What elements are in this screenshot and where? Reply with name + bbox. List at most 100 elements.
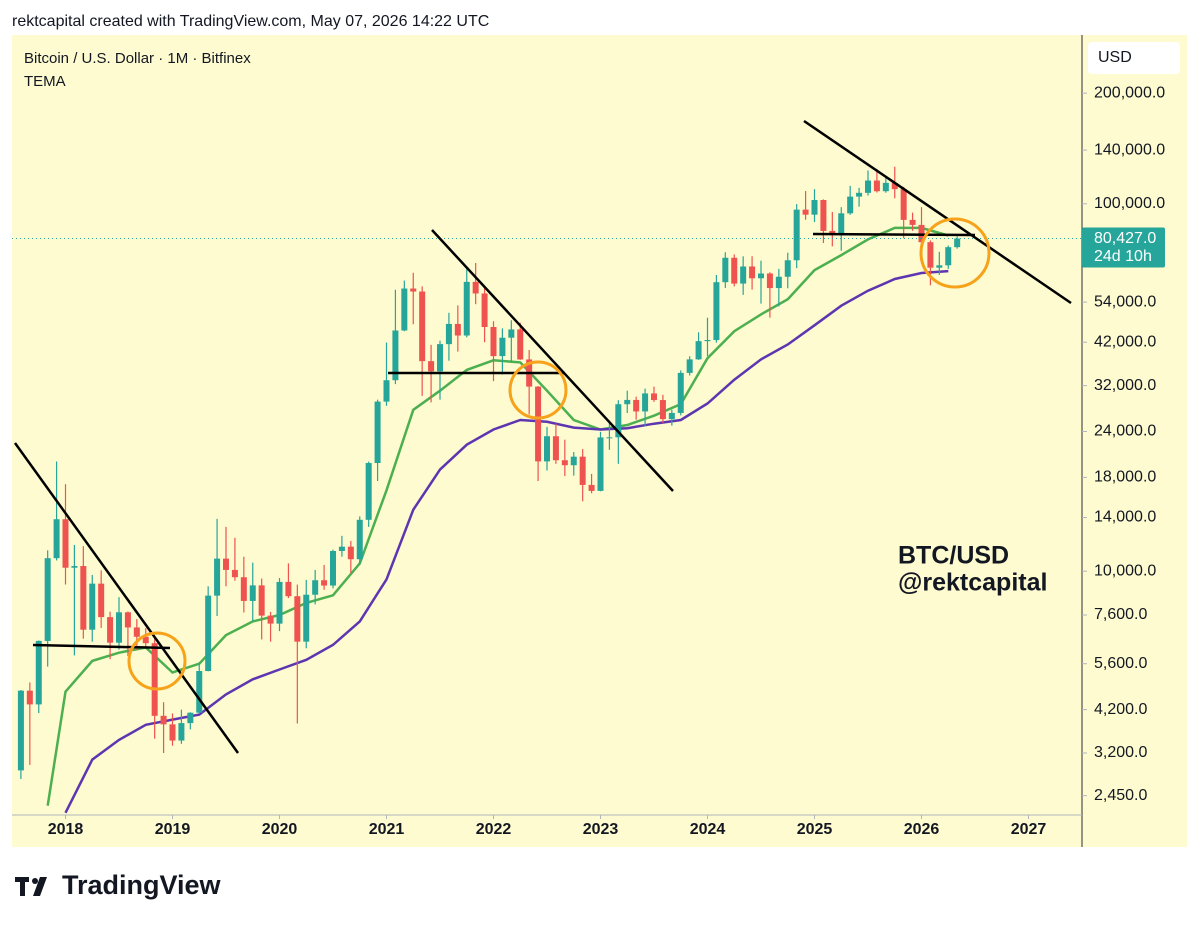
- candle-body: [187, 712, 194, 724]
- candle-body: [758, 273, 764, 279]
- candle-body: [606, 437, 613, 439]
- candle-body: [900, 189, 907, 220]
- candle-body: [205, 595, 212, 672]
- candle-body: [633, 399, 640, 412]
- candle-body: [330, 550, 336, 586]
- y-tick-label: 5,600.0: [1094, 655, 1147, 672]
- x-tick-label: 2020: [262, 821, 298, 838]
- candle-body: [731, 257, 738, 284]
- candle-body: [410, 288, 417, 292]
- y-tick-label: 3,200.0: [1094, 744, 1147, 761]
- candle-body: [374, 401, 381, 464]
- trendline: [431, 229, 674, 492]
- candle-body: [231, 569, 238, 578]
- candle-body: [793, 209, 800, 261]
- candle-body: [35, 640, 42, 705]
- last-price-box: [1082, 227, 1165, 268]
- y-tick-label: 18,000.0: [1094, 469, 1156, 486]
- candle-body: [535, 386, 542, 462]
- x-tick-label: 2026: [904, 821, 940, 838]
- y-tick-label: 7,600.0: [1094, 606, 1147, 623]
- candle-body: [419, 291, 426, 362]
- plot-area: [12, 166, 1082, 814]
- candle-body: [677, 372, 684, 413]
- candle-body: [722, 257, 729, 283]
- trendline: [13, 442, 240, 754]
- candle-body: [945, 247, 952, 266]
- candle-body: [544, 436, 550, 462]
- candle-body: [579, 456, 586, 485]
- candle-body: [223, 558, 229, 570]
- logo: TradingView: [15, 870, 222, 900]
- candle-body: [356, 519, 363, 560]
- candle-body: [820, 200, 827, 231]
- support-line: [32, 643, 171, 650]
- candle-body: [588, 484, 595, 491]
- watermark: BTC/USD: [898, 542, 1009, 570]
- candle-body: [151, 643, 158, 716]
- x-tick-label: 2019: [155, 821, 191, 838]
- y-tick-label: 42,000.0: [1094, 333, 1156, 350]
- candle-body: [71, 566, 78, 568]
- candle-body: [383, 380, 390, 402]
- highlight-circle: [508, 360, 568, 420]
- candle-body: [642, 393, 649, 412]
- candle-body: [561, 460, 568, 466]
- candle-body: [365, 463, 372, 520]
- candle-body: [624, 399, 631, 405]
- candle-body: [838, 213, 845, 235]
- candle-body: [847, 196, 854, 214]
- candle-body: [659, 400, 666, 420]
- candle-body: [276, 581, 283, 624]
- candle-body: [178, 723, 185, 741]
- candle-body: [463, 281, 470, 336]
- candle-body: [766, 273, 773, 289]
- candle-body: [169, 724, 176, 741]
- candle-body: [62, 519, 69, 568]
- highlight-circle: [919, 217, 991, 289]
- candle-body: [454, 323, 461, 336]
- candle-body: [160, 715, 167, 725]
- candle-body: [704, 340, 711, 342]
- candle-body: [312, 580, 319, 595]
- y-tick-label: 100,000.0: [1094, 195, 1165, 212]
- candle-body: [597, 437, 604, 491]
- candle-body: [784, 260, 791, 277]
- candle-body: [517, 329, 524, 360]
- highlight-circle: [127, 631, 187, 691]
- candle-body: [499, 337, 506, 357]
- candle-body: [811, 200, 818, 215]
- candle-body: [285, 581, 292, 597]
- indicator-name: TEMA: [24, 73, 66, 90]
- candle-body: [927, 242, 934, 268]
- candle-body: [347, 546, 354, 560]
- candle-body: [570, 456, 577, 466]
- candle-body: [508, 329, 515, 338]
- candle-body: [713, 282, 720, 341]
- candle-body: [98, 583, 105, 618]
- x-tick-label: 2018: [48, 821, 84, 838]
- y-tick-label: 32,000.0: [1094, 377, 1156, 394]
- candle-body: [321, 580, 328, 586]
- y-tick-label: 24,000.0: [1094, 423, 1156, 440]
- candle-body: [303, 594, 310, 642]
- candle-body: [856, 192, 863, 197]
- candle-body: [445, 323, 452, 345]
- x-tick-label: 2027: [1011, 821, 1047, 838]
- x-tick-label: 2024: [690, 821, 726, 838]
- candle-body: [437, 344, 443, 372]
- trendline: [803, 119, 1072, 305]
- logo-mark: [20, 877, 25, 896]
- axes: 200,000.0 140,000.0 100,000.0 54,000.0 42,00…: [48, 84, 1166, 838]
- candle-body: [133, 627, 140, 637]
- candle-body: [472, 281, 479, 294]
- countdown-label: 24d 10h: [1094, 248, 1152, 265]
- drawings: [13, 119, 1072, 754]
- candle-body: [909, 219, 916, 225]
- support-line: [812, 232, 976, 237]
- x-tick-label: 2022: [476, 821, 512, 838]
- currency-button[interactable]: [1088, 42, 1180, 74]
- candle-body: [740, 266, 747, 284]
- y-tick-label: 200,000.0: [1094, 84, 1165, 101]
